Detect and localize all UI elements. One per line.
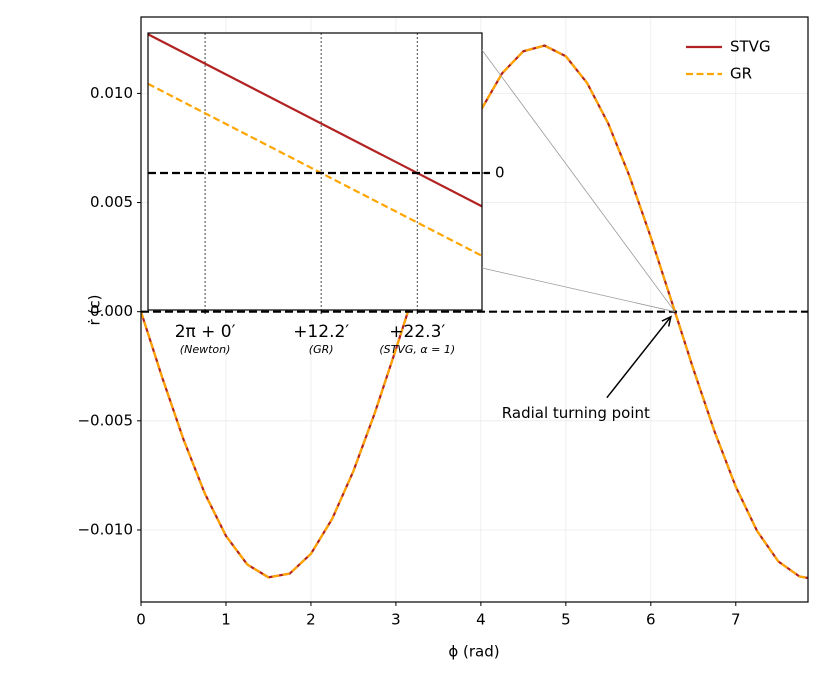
x-tick-label: 6 bbox=[646, 611, 656, 629]
series-line bbox=[147, 33, 483, 208]
axes-frame bbox=[140, 16, 809, 603]
annotation-arrow bbox=[606, 316, 672, 399]
y-tick-label: −0.010 bbox=[77, 520, 133, 538]
x-axis-label: ϕ (rad) bbox=[448, 643, 499, 661]
x-tick-label: 3 bbox=[391, 611, 401, 629]
y-tick-label: 0.010 bbox=[90, 84, 133, 102]
legend-label: STVG bbox=[730, 38, 771, 56]
x-tick-label: 1 bbox=[221, 611, 231, 629]
x-tick-sublabel: (GR) bbox=[309, 343, 334, 356]
legend-label: GR bbox=[730, 65, 752, 83]
x-tick-label: 2π + 0′ bbox=[175, 322, 236, 342]
y-tick-label: 0.005 bbox=[90, 193, 133, 211]
x-tick-label: 4 bbox=[476, 611, 486, 629]
series-line bbox=[141, 44, 808, 580]
inset-connector bbox=[481, 267, 675, 313]
annotation: Radial turning point bbox=[502, 404, 650, 422]
x-tick-label: 2 bbox=[306, 611, 316, 629]
x-tick-label: 0 bbox=[136, 611, 146, 629]
x-tick-sublabel: (STVG, α = 1) bbox=[379, 343, 455, 356]
x-tick-label: 7 bbox=[731, 611, 741, 629]
x-tick-sublabel: (Newton) bbox=[180, 343, 231, 356]
inset-connector bbox=[481, 49, 676, 312]
y-tick-label: −0.005 bbox=[77, 411, 133, 429]
x-tick-label: 5 bbox=[561, 611, 571, 629]
x-tick-label: +22.3′ bbox=[389, 322, 445, 342]
inset-background bbox=[148, 33, 482, 310]
annotation-arrowhead bbox=[661, 315, 672, 327]
y-tick-label: 0 bbox=[495, 164, 505, 182]
y-tick-label: 0.000 bbox=[90, 302, 133, 320]
y-axis-label: ṙ (c) bbox=[86, 295, 104, 326]
x-tick-label: +12.2′ bbox=[293, 322, 349, 342]
axes-frame bbox=[147, 32, 483, 311]
